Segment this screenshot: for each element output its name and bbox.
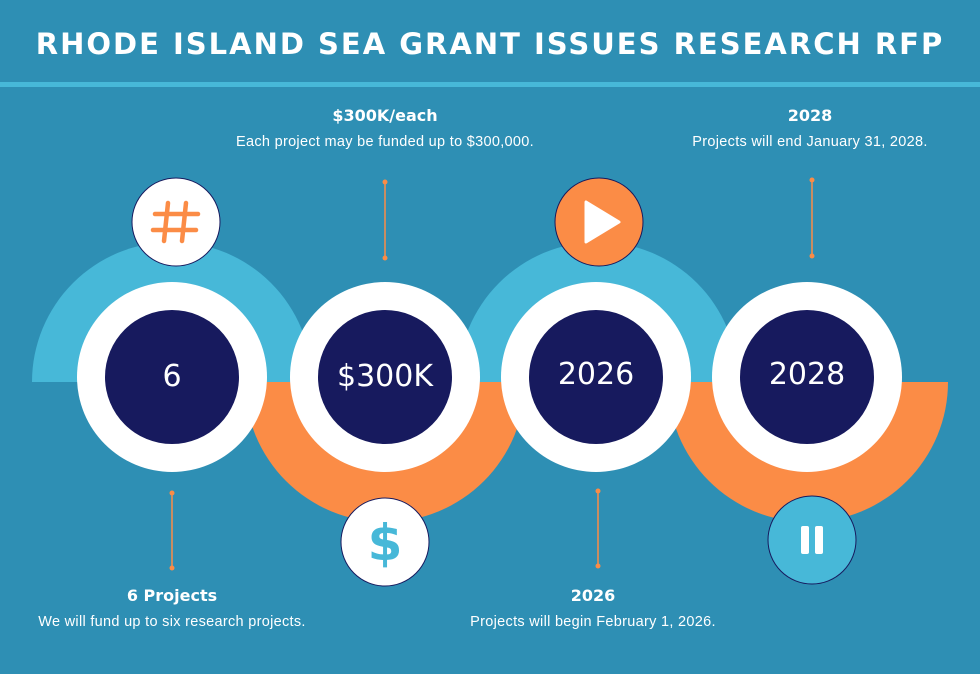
svg-text:$: $ — [368, 514, 403, 572]
connector-step-4 — [809, 177, 815, 259]
step-1-heading: 6 Projects — [126, 586, 218, 605]
circle-step-4 — [712, 282, 902, 472]
dollar-icon: $ — [340, 497, 430, 587]
step-4-value: 2028 — [768, 357, 846, 392]
circle-step-1 — [77, 282, 267, 472]
step-2-label: $300K/each Each project may be funded up… — [205, 106, 565, 150]
hash-icon — [131, 177, 221, 267]
play-icon — [554, 177, 644, 267]
step-3-description: Projects will begin February 1, 2026. — [470, 614, 716, 630]
step-2-description: Each project may be funded up to $300,00… — [236, 134, 534, 150]
connector-step-2 — [382, 179, 388, 261]
step-3-value: 2026 — [557, 357, 635, 392]
title-bar — [0, 0, 980, 80]
pause-icon — [767, 495, 857, 585]
step-1-description: We will fund up to six research projects… — [38, 614, 306, 630]
step-2-value: $300K — [336, 359, 434, 394]
circle-step-2 — [290, 282, 480, 472]
step-3-label: 2026 Projects will begin February 1, 202… — [428, 586, 758, 630]
step-4-description: Projects will end January 31, 2028. — [692, 134, 928, 150]
step-2-heading: $300K/each — [332, 106, 438, 125]
page-title: RHODE ISLAND SEA GRANT ISSUES RESEARCH R… — [35, 27, 945, 61]
connector-step-3 — [595, 488, 601, 569]
step-1-label: 6 Projects We will fund up to six resear… — [10, 586, 334, 630]
connector-step-1 — [169, 490, 175, 571]
circle-step-3 — [501, 282, 691, 472]
step-4-heading: 2028 — [787, 106, 833, 125]
step-4-label: 2028 Projects will end January 31, 2028. — [655, 106, 965, 150]
title-divider — [0, 82, 980, 87]
step-3-heading: 2026 — [570, 586, 616, 605]
step-1-value: 6 — [162, 359, 182, 394]
